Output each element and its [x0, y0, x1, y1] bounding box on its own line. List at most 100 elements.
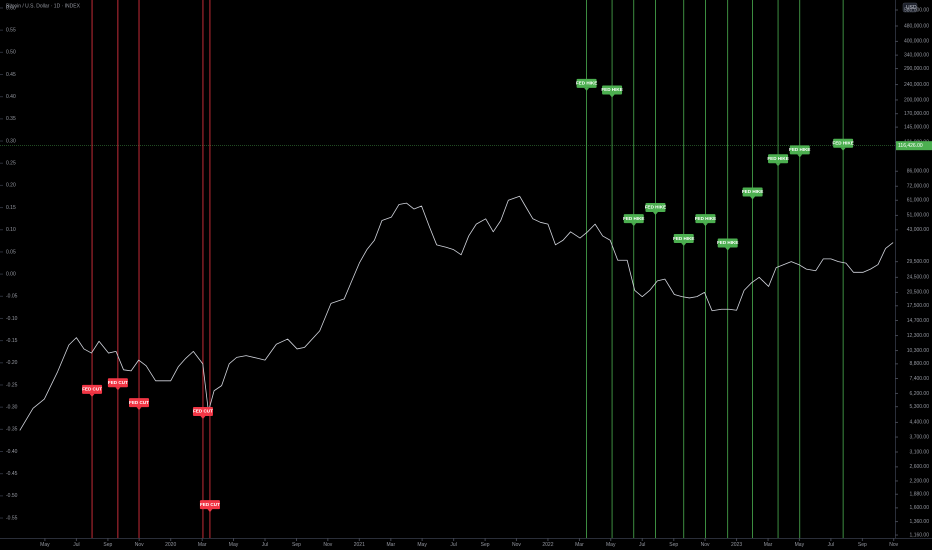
y2-tick-label: 145,000.00: [904, 124, 929, 130]
event-label-text: FED CUT: [108, 380, 128, 385]
y2-tick-label: 3,100.00: [910, 449, 930, 455]
y2-tick-label: 2,200.00: [910, 478, 930, 484]
y-tick-label: -0.15: [6, 338, 18, 344]
y-tick-label: -0.25: [6, 382, 18, 388]
y2-tick-label: 12,300.00: [907, 333, 929, 339]
x-tick-label: May: [417, 542, 427, 548]
event-label-pointer: [840, 147, 846, 151]
y-tick-label: 0.35: [6, 116, 16, 122]
x-tick-label: Sep: [858, 542, 867, 548]
event-label: FED CUT: [192, 407, 213, 420]
y2-tick-label: 10,300.00: [907, 348, 929, 354]
y-tick-label: -0.40: [6, 449, 18, 455]
y-tick-label: 0.10: [6, 227, 16, 233]
event-label-text: FED HIKE: [576, 81, 597, 86]
event-label-pointer: [115, 387, 121, 391]
event-label-text: FED CUT: [82, 387, 102, 392]
x-tick-label: Sep: [292, 542, 301, 548]
y-tick-label: 0.55: [6, 27, 16, 33]
y-tick-label: 0.45: [6, 72, 16, 78]
event-label-pointer: [702, 223, 708, 227]
x-tick-label: 2022: [542, 542, 553, 548]
event-label-box: [742, 187, 763, 197]
x-tick-label: Sep: [103, 542, 112, 548]
currency-label[interactable]: USD: [906, 5, 917, 11]
y2-tick-label: 6,200.00: [910, 391, 930, 397]
x-tick-label: Jul: [828, 542, 834, 548]
event-label: FED CUT: [107, 378, 128, 391]
x-tick-label: Mar: [387, 542, 396, 548]
y-tick-label: -0.05: [6, 294, 18, 300]
y-tick-label: -0.10: [6, 316, 18, 322]
event-label: FED HIKE: [767, 154, 789, 167]
event-label-text: FED CUT: [193, 409, 213, 414]
y-tick-label: 0.15: [6, 205, 16, 211]
event-label-text: FED HIKE: [645, 205, 666, 210]
event-label-box: [107, 378, 128, 388]
y2-tick-label: 51,000.00: [907, 213, 929, 219]
event-label-text: FED CUT: [200, 502, 220, 507]
currency-button[interactable]: [902, 2, 918, 13]
event-label-pointer: [136, 407, 142, 411]
y2-tick-label: 290,000.00: [904, 66, 929, 72]
last-price-label: 116,426.00: [898, 143, 923, 149]
x-tick-label: Nov: [889, 542, 898, 548]
event-label-text: FED HIKE: [789, 147, 810, 152]
y-tick-label: -0.55: [6, 515, 18, 521]
y-tick-label: 0.00: [6, 271, 16, 277]
event-label-pointer: [207, 509, 213, 513]
x-tick-label: May: [229, 542, 239, 548]
x-tick-label: Sep: [669, 542, 678, 548]
event-label-text: FED HIKE: [673, 236, 694, 241]
x-tick-label: Nov: [135, 542, 144, 548]
y2-tick-label: 340,000.00: [904, 52, 929, 58]
x-tick-label: Mar: [764, 542, 773, 548]
x-tick-label: Sep: [481, 542, 490, 548]
y-tick-label: -0.50: [6, 493, 18, 499]
y2-tick-label: 29,500.00: [907, 259, 929, 265]
y2-tick-label: 43,000.00: [907, 227, 929, 233]
y2-tick-label: 8,800.00: [910, 361, 930, 367]
y2-tick-label: 400,000.00: [904, 39, 929, 45]
x-tick-label: May: [606, 542, 616, 548]
event-label-box: [768, 154, 789, 164]
x-tick-label: 2020: [165, 542, 176, 548]
y-tick-label: -0.30: [6, 404, 18, 410]
event-label-pointer: [609, 94, 615, 98]
event-label-text: FED HIKE: [695, 216, 716, 221]
event-label-box: [645, 203, 666, 213]
x-tick-label: May: [795, 542, 805, 548]
y2-tick-label: 7,400.00: [910, 376, 930, 382]
y2-tick-label: 2,600.00: [910, 464, 930, 470]
y-tick-label: 0.50: [6, 50, 16, 56]
event-label: FED HIKE: [717, 238, 738, 251]
event-label-box: [199, 500, 220, 510]
event-label-pointer: [631, 223, 637, 227]
event-label: FED HIKE: [623, 214, 644, 227]
event-label-box: [192, 407, 213, 417]
y2-tick-label: 1,160.00: [910, 532, 930, 538]
event-label-text: FED HIKE: [767, 156, 788, 161]
last-price-box: [896, 141, 932, 151]
x-tick-label: 2021: [354, 542, 365, 548]
y-tick-label: -0.20: [6, 360, 18, 366]
y2-tick-label: 72,000.00: [907, 184, 929, 190]
y2-tick-label: 86,000.00: [907, 169, 929, 175]
x-tick-label: May: [40, 542, 50, 548]
y2-tick-label: 24,500.00: [907, 275, 929, 281]
event-label: FED CUT: [199, 500, 220, 513]
x-tick-label: Nov: [323, 542, 332, 548]
event-label-pointer: [584, 87, 590, 91]
y-tick-label: 0.60: [6, 5, 16, 11]
event-label: FED HIKE: [576, 78, 597, 91]
event-label-box: [623, 214, 644, 224]
y-tick-label: -0.35: [6, 427, 18, 433]
event-label: FED CUT: [82, 384, 102, 397]
event-label: FED CUT: [129, 398, 149, 411]
y2-tick-label: 480,000.00: [904, 23, 929, 29]
x-tick-label: Jul: [639, 542, 645, 548]
price-line: [19, 195, 894, 431]
x-tick-label: Jul: [450, 542, 456, 548]
event-label-pointer: [750, 196, 756, 200]
